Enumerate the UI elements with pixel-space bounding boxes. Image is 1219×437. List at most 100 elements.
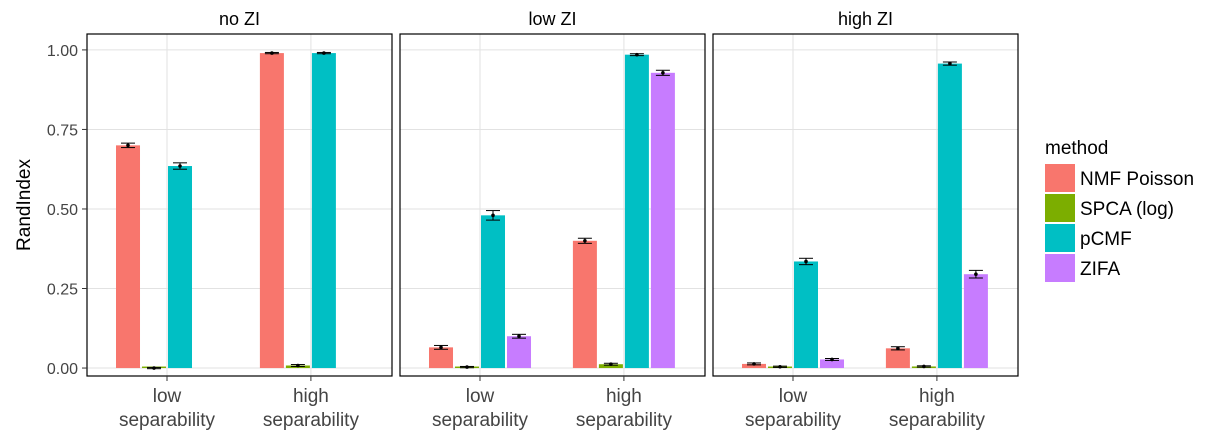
legend-item: ZIFA — [1045, 254, 1120, 282]
x-tick-label: high — [606, 386, 642, 407]
mean-point — [661, 71, 665, 75]
panel-title: low ZI — [528, 9, 576, 29]
x-tick-label: separability — [119, 410, 216, 431]
legend-label: SPCA (log) — [1080, 199, 1174, 220]
error-bar — [916, 364, 931, 369]
legend-label: NMF Poisson — [1080, 169, 1194, 190]
x-tick-label: separability — [745, 410, 842, 431]
error-bar — [747, 362, 762, 366]
panel-border — [712, 33, 1019, 377]
bar-pcmf — [624, 54, 649, 369]
mean-point — [778, 364, 782, 369]
mean-point — [126, 143, 130, 148]
y-tick-label: 0.50 — [47, 202, 78, 219]
x-tick-label: low — [779, 386, 808, 407]
legend-item: pCMF — [1045, 224, 1132, 252]
error-bar — [629, 52, 644, 57]
bar-nmf-poisson — [885, 348, 910, 369]
error-bar — [460, 365, 475, 369]
facet-panels: no ZI low separability high separability 0.00… — [47, 9, 1019, 431]
mean-point — [296, 363, 300, 368]
error-bar — [577, 237, 592, 244]
mean-point — [804, 259, 808, 264]
error-bar — [316, 51, 331, 55]
bar-nmf-poisson — [429, 347, 454, 369]
panel-0: no ZI low separability high separability 0.00… — [47, 9, 393, 431]
legend-swatch — [1045, 164, 1075, 192]
x-tick-label: low — [466, 386, 495, 407]
legend-swatch — [1045, 194, 1075, 222]
bar-nmf-poisson — [259, 53, 284, 369]
y-axis-label: RandIndex — [14, 159, 35, 251]
error-bar — [799, 257, 814, 266]
x-tick-label: high — [919, 386, 955, 407]
legend-label: ZIFA — [1080, 259, 1120, 280]
bar-pcmf — [794, 261, 819, 369]
mean-point — [583, 238, 587, 243]
legend-item: SPCA (log) — [1045, 194, 1174, 222]
mean-point — [322, 51, 326, 55]
error-bar — [890, 346, 905, 351]
error-bar — [825, 357, 840, 362]
error-bar — [434, 344, 449, 350]
panel-border — [86, 33, 393, 377]
mean-point — [465, 365, 469, 369]
panel-title: high ZI — [838, 9, 893, 29]
x-tick-label: low — [153, 386, 182, 407]
panel-2: high ZI low separability high separability — [712, 9, 1019, 431]
mean-point — [922, 364, 926, 369]
error-bar — [512, 333, 527, 339]
y-tick-label: 0.75 — [47, 122, 78, 139]
bar-zifa — [507, 336, 532, 369]
bar-pcmf — [311, 53, 336, 369]
mean-point — [270, 51, 274, 55]
y-tick-label: 1.00 — [47, 43, 78, 60]
bar-zifa — [820, 359, 845, 369]
mean-point — [974, 272, 978, 276]
mean-point — [635, 52, 639, 57]
panel-title: no ZI — [219, 9, 260, 29]
bar-nmf-poisson — [116, 145, 141, 369]
error-bar — [486, 210, 501, 221]
mean-point — [752, 362, 756, 366]
bar-nmf-poisson — [742, 363, 767, 369]
error-bar — [147, 366, 162, 370]
error-bar — [290, 363, 305, 368]
mean-point — [948, 61, 952, 66]
x-tick-label: separability — [432, 410, 529, 431]
mean-point — [609, 362, 613, 367]
error-bar — [173, 162, 188, 170]
legend-title: method — [1045, 138, 1108, 159]
x-tick-label: high — [293, 386, 329, 407]
legend-swatch — [1045, 254, 1075, 282]
error-bar — [603, 362, 618, 367]
mean-point — [896, 346, 900, 351]
bar-pcmf — [481, 215, 506, 369]
error-bar — [121, 142, 136, 149]
mean-point — [152, 366, 156, 370]
legend-item: NMF Poisson — [1045, 164, 1194, 192]
mean-point — [830, 357, 834, 362]
panel-border — [399, 33, 706, 377]
legend: method NMF Poisson SPCA (log) pCMF ZIFA — [1045, 138, 1194, 282]
x-tick-label: separability — [576, 410, 673, 431]
error-bar — [655, 69, 670, 76]
bar-spca-log- — [598, 364, 623, 369]
legend-swatch — [1045, 224, 1075, 252]
bar-zifa — [650, 72, 675, 369]
y-tick-label: 0.00 — [47, 361, 78, 378]
mean-point — [517, 334, 521, 339]
x-tick-label: separability — [263, 410, 360, 431]
y-tick-label: 0.25 — [47, 282, 78, 299]
error-bar — [942, 61, 957, 66]
legend-label: pCMF — [1080, 229, 1132, 250]
panel-1: low ZI low separability high separability — [399, 9, 706, 431]
bar-nmf-poisson — [572, 240, 597, 369]
x-tick-label: separability — [889, 410, 986, 431]
error-bar — [968, 269, 983, 279]
bar-pcmf — [168, 166, 193, 369]
mean-point — [178, 164, 182, 168]
error-bar — [773, 364, 788, 369]
mean-point — [439, 345, 443, 350]
